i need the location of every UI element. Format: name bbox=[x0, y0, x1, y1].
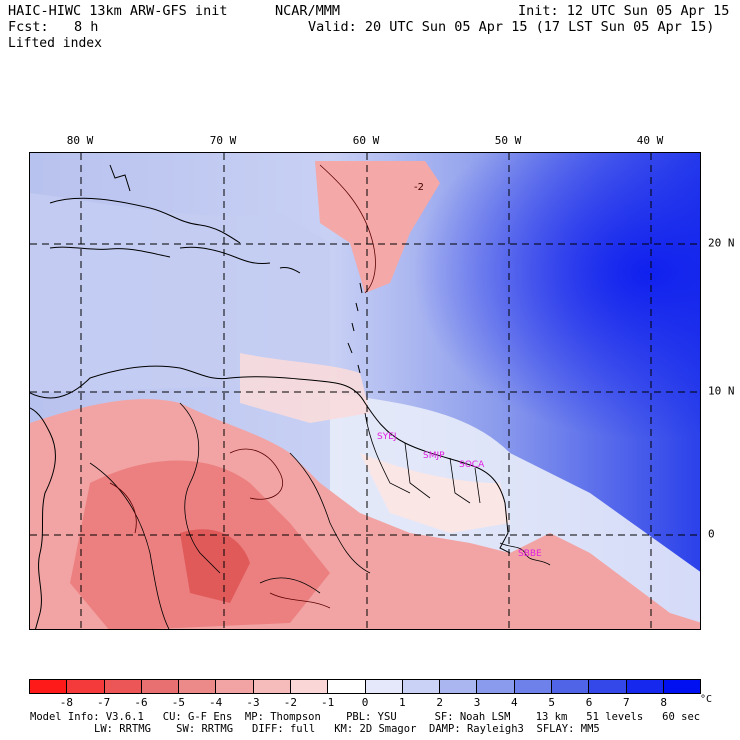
model-info-line1: Model Info: V3.6.1 CU: G-F Ens MP: Thomp… bbox=[30, 711, 701, 723]
model-info-line2: LW: RRTMG SW: RRTMG DIFF: full KM: 2D Sm… bbox=[94, 723, 600, 735]
valid-time: Valid: 20 UTC Sun 05 Apr 15 (17 LST Sun … bbox=[308, 19, 715, 35]
fcst-value: 8 h bbox=[74, 19, 99, 35]
colorbar-swatch bbox=[30, 680, 68, 693]
colorbar-swatch bbox=[551, 680, 590, 693]
colorbar-swatch bbox=[589, 680, 627, 693]
colorbar-tick-label: 6 bbox=[585, 696, 593, 709]
coastlines bbox=[30, 164, 511, 629]
colorbar-tick-label: 5 bbox=[548, 696, 555, 709]
station-sbbe: SBBE bbox=[518, 549, 542, 559]
model-title: HAIC-HIWC 13km ARW-GFS init bbox=[8, 3, 228, 19]
colorbar-swatch bbox=[663, 680, 701, 693]
org-label: NCAR/MMM bbox=[275, 3, 341, 19]
colorbar-tick-label: 2 bbox=[436, 696, 443, 709]
lon-label-70w: 70 W bbox=[209, 134, 237, 147]
graticule bbox=[30, 153, 700, 629]
li-contours bbox=[109, 164, 376, 609]
colorbar-tick-label: -8 bbox=[59, 696, 73, 709]
guiana-field bbox=[360, 453, 510, 533]
colorbar-tick-label: -3 bbox=[246, 696, 260, 709]
colorbar-swatch bbox=[365, 680, 403, 693]
colorbar-tick-label: -4 bbox=[209, 696, 223, 709]
colorbar bbox=[29, 679, 701, 694]
lat-label-10n: 10 N bbox=[708, 384, 735, 398]
country-borders bbox=[89, 402, 551, 629]
colorbar-tick-label: 0 bbox=[361, 696, 369, 709]
colorbar-swatch bbox=[141, 680, 180, 693]
unstable-region-north bbox=[315, 161, 440, 293]
colorbar-tick-label: -2 bbox=[283, 696, 297, 709]
pale-unstable-region bbox=[240, 353, 370, 423]
lon-label-40w: 40 W bbox=[636, 134, 664, 147]
colorbar-swatch bbox=[514, 680, 552, 693]
colorbar-tick-label: -7 bbox=[97, 696, 111, 709]
colorbar-unit: °C bbox=[700, 694, 713, 705]
colorbar-swatch bbox=[253, 680, 291, 693]
colorbar-tick-label: 7 bbox=[623, 696, 630, 709]
lon-label-80w: 80 W bbox=[66, 134, 94, 147]
station-smjp: SMJP bbox=[423, 451, 445, 461]
colorbar-swatch bbox=[216, 680, 254, 693]
caribbean-field bbox=[30, 193, 330, 393]
lat-label-eq: 0 bbox=[708, 527, 715, 541]
colorbar-swatch bbox=[290, 680, 329, 693]
core-unstable-region bbox=[180, 529, 250, 603]
lon-label-50w: 50 W bbox=[494, 134, 522, 147]
colorbar-tick-label: 3 bbox=[473, 696, 481, 709]
colorbar-swatch bbox=[477, 680, 515, 693]
lifted-index-map bbox=[30, 153, 700, 629]
colorbar-tick-label: -6 bbox=[134, 696, 148, 709]
colorbar-swatch bbox=[67, 680, 105, 693]
station-soca: SOCA bbox=[459, 460, 485, 470]
lon-label-60w: 60 W bbox=[352, 134, 380, 147]
colorbar-swatch bbox=[104, 680, 142, 693]
station-syej: SYEJ bbox=[377, 432, 397, 442]
colorbar-tick-label: 1 bbox=[399, 696, 406, 709]
colorbar-swatch bbox=[626, 680, 664, 693]
fcst-label: Fcst: bbox=[8, 19, 49, 35]
colorbar-swatch bbox=[402, 680, 441, 693]
init-time: Init: 12 UTC Sun 05 Apr 15 bbox=[518, 3, 730, 19]
field-name: Lifted index bbox=[8, 36, 102, 51]
colorbar-swatch bbox=[179, 680, 217, 693]
colorbar-tick-label: -1 bbox=[321, 696, 335, 709]
colorbar-tick-label: 4 bbox=[511, 696, 518, 709]
contour-label: -2 bbox=[414, 182, 424, 193]
colorbar-swatch bbox=[328, 680, 366, 693]
lat-label-20n: 20 N bbox=[708, 236, 735, 250]
colorbar-tick-label: -5 bbox=[171, 696, 185, 709]
colorbar-swatch bbox=[440, 680, 478, 693]
colorbar-tick-label: 8 bbox=[660, 696, 667, 709]
map-panel bbox=[29, 152, 701, 630]
